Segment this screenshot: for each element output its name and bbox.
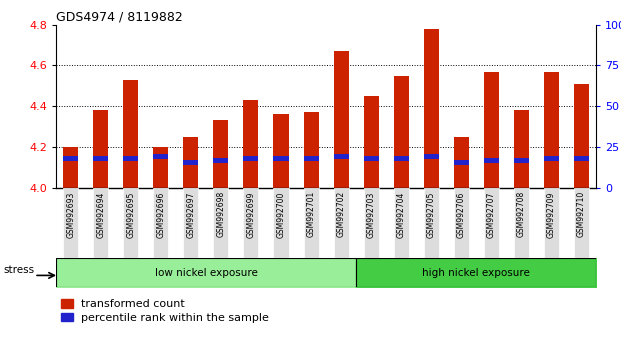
Bar — [453, 160, 469, 165]
Bar — [574, 156, 589, 161]
Bar — [214, 158, 229, 163]
FancyBboxPatch shape — [63, 188, 78, 258]
Bar — [333, 51, 348, 188]
Text: GSM992697: GSM992697 — [186, 191, 196, 238]
Bar — [304, 156, 319, 161]
Bar — [63, 156, 78, 161]
Text: GSM992709: GSM992709 — [546, 191, 556, 238]
Bar — [214, 120, 229, 188]
Text: GSM992702: GSM992702 — [337, 191, 345, 238]
FancyBboxPatch shape — [124, 188, 138, 258]
Bar — [93, 156, 109, 161]
FancyBboxPatch shape — [153, 188, 168, 258]
Text: GSM992710: GSM992710 — [577, 191, 586, 238]
Bar — [183, 160, 199, 165]
Text: GSM992703: GSM992703 — [366, 191, 376, 238]
Text: GSM992698: GSM992698 — [217, 191, 225, 238]
Text: GSM992696: GSM992696 — [156, 191, 165, 238]
Bar — [63, 147, 78, 188]
Bar — [424, 29, 438, 188]
FancyBboxPatch shape — [333, 188, 348, 258]
Bar — [484, 72, 499, 188]
Bar — [543, 156, 559, 161]
Bar — [514, 158, 528, 163]
Bar — [243, 156, 258, 161]
FancyBboxPatch shape — [484, 188, 499, 258]
Bar — [363, 156, 379, 161]
FancyBboxPatch shape — [453, 188, 469, 258]
Text: GSM992706: GSM992706 — [456, 191, 466, 238]
Text: GSM992693: GSM992693 — [66, 191, 75, 238]
Bar — [514, 110, 528, 188]
Bar — [394, 76, 409, 188]
Legend: transformed count, percentile rank within the sample: transformed count, percentile rank withi… — [61, 299, 270, 323]
Text: GSM992695: GSM992695 — [127, 191, 135, 238]
Text: GDS4974 / 8119882: GDS4974 / 8119882 — [56, 11, 183, 24]
FancyBboxPatch shape — [304, 188, 319, 258]
FancyBboxPatch shape — [424, 188, 438, 258]
Text: GSM992707: GSM992707 — [487, 191, 496, 238]
Bar — [453, 137, 469, 188]
Text: low nickel exposure: low nickel exposure — [155, 268, 257, 278]
Bar — [273, 114, 289, 188]
Bar — [273, 156, 289, 161]
Bar — [333, 154, 348, 159]
FancyBboxPatch shape — [574, 188, 589, 258]
Text: stress: stress — [3, 265, 34, 275]
Text: GSM992694: GSM992694 — [96, 191, 106, 238]
FancyBboxPatch shape — [93, 188, 109, 258]
Bar — [153, 154, 168, 159]
Bar — [183, 137, 199, 188]
Text: GSM992708: GSM992708 — [517, 191, 525, 238]
FancyBboxPatch shape — [363, 188, 379, 258]
Bar — [363, 96, 379, 188]
Bar — [424, 154, 438, 159]
Text: GSM992700: GSM992700 — [276, 191, 286, 238]
Text: GSM992704: GSM992704 — [397, 191, 406, 238]
Bar — [543, 72, 559, 188]
FancyBboxPatch shape — [273, 188, 289, 258]
FancyBboxPatch shape — [214, 188, 229, 258]
Bar — [394, 156, 409, 161]
Text: GSM992701: GSM992701 — [307, 191, 315, 238]
FancyBboxPatch shape — [514, 188, 528, 258]
Bar — [484, 158, 499, 163]
Text: GSM992699: GSM992699 — [247, 191, 255, 238]
Bar — [304, 112, 319, 188]
Bar — [93, 110, 109, 188]
FancyBboxPatch shape — [243, 188, 258, 258]
FancyBboxPatch shape — [183, 188, 199, 258]
Bar — [124, 80, 138, 188]
Text: GSM992705: GSM992705 — [427, 191, 435, 238]
FancyBboxPatch shape — [543, 188, 559, 258]
Text: high nickel exposure: high nickel exposure — [422, 268, 530, 278]
Bar — [574, 84, 589, 188]
Bar — [153, 147, 168, 188]
Bar — [243, 100, 258, 188]
FancyBboxPatch shape — [394, 188, 409, 258]
Bar — [124, 156, 138, 161]
